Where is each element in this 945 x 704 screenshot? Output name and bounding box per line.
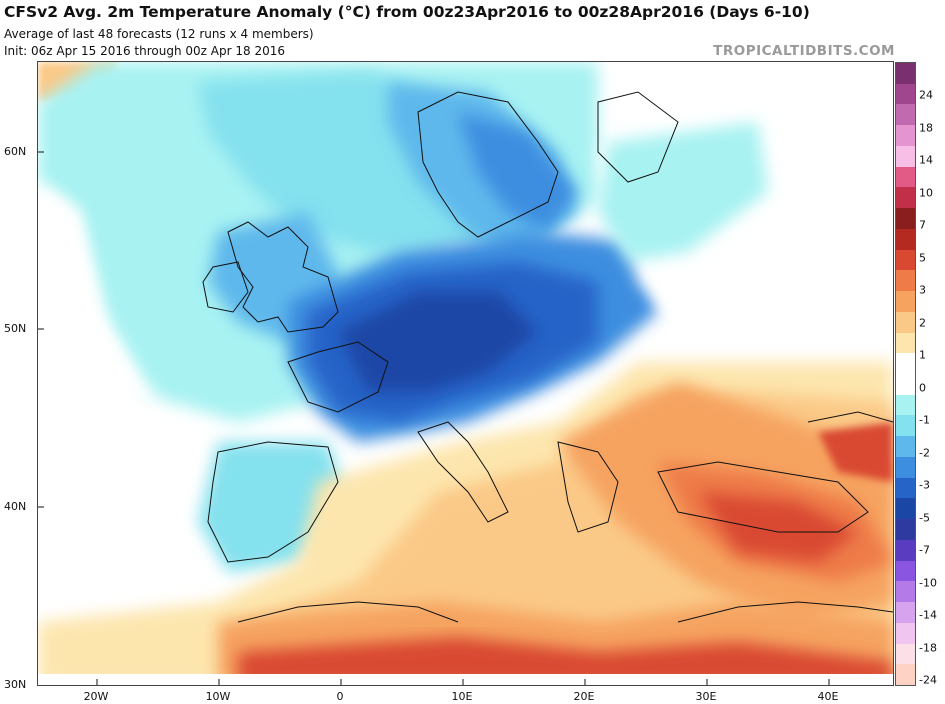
colorbar-segment xyxy=(896,63,915,85)
colorbar-label: -18 xyxy=(919,641,937,654)
colorbar-segment xyxy=(896,436,915,458)
lon-label-0: 0 xyxy=(336,690,344,703)
colorbar-label: 3 xyxy=(919,283,926,297)
colorbar-label: 18 xyxy=(919,121,933,134)
lat-label-60n: 60N xyxy=(4,145,27,158)
lon-label-10e: 10E xyxy=(451,690,473,703)
colorbar-segment xyxy=(896,311,915,334)
colorbar-segment xyxy=(896,145,915,168)
colorbar-segment xyxy=(896,415,915,437)
lon-label-20w: 20W xyxy=(83,690,109,703)
map-subtitle-init: Init: 06z Apr 15 2016 through 00z Apr 18… xyxy=(4,44,285,58)
colorbar-label: 24 xyxy=(919,88,933,102)
colorbar-segment xyxy=(896,643,915,665)
colorbar-segment xyxy=(896,539,915,562)
brand-watermark: TROPICALTIDBITS.COM xyxy=(713,43,895,59)
colorbar-segment xyxy=(896,353,915,375)
colorbar-segment xyxy=(896,560,915,582)
lat-label-50n: 50N xyxy=(4,322,27,335)
colorbar-label: -1 xyxy=(919,413,930,427)
colorbar-label: -2 xyxy=(919,446,930,459)
colorbar xyxy=(895,62,916,686)
colorbar-segment xyxy=(896,187,915,209)
colorbar-segment xyxy=(896,498,915,520)
lon-label-10w: 10W xyxy=(205,690,231,703)
colorbar-segment xyxy=(896,622,915,645)
colorbar-label: 14 xyxy=(919,153,933,167)
colorbar-segment xyxy=(896,228,915,251)
colorbar-label: 7 xyxy=(919,218,926,232)
colorbar-segment xyxy=(896,664,915,686)
colorbar-label: -10 xyxy=(919,576,937,589)
colorbar-label: 0 xyxy=(919,381,926,394)
colorbar-segment xyxy=(896,456,915,479)
colorbar-label: -5 xyxy=(919,511,930,524)
colorbar-label: -3 xyxy=(919,478,930,492)
colorbar-label: 10 xyxy=(919,186,933,199)
colorbar-segment xyxy=(896,208,915,230)
colorbar-segment xyxy=(896,125,915,147)
colorbar-segment xyxy=(896,602,915,624)
colorbar-segment xyxy=(896,332,915,354)
colorbar-segment xyxy=(896,519,915,541)
map-canvas xyxy=(38,62,893,685)
lon-label-40e: 40E xyxy=(817,690,839,703)
colorbar-label: 5 xyxy=(919,251,926,264)
map-title: CFSv2 Avg. 2m Temperature Anomaly (°C) f… xyxy=(4,3,810,21)
lon-label-20e: 20E xyxy=(573,690,595,703)
colorbar-segment xyxy=(896,270,915,292)
colorbar-label: -14 xyxy=(919,608,937,622)
colorbar-segment xyxy=(896,477,915,499)
colorbar-label: 2 xyxy=(919,316,926,329)
anomaly-field xyxy=(38,62,893,685)
colorbar-segment xyxy=(896,166,915,188)
lat-label-30n: 30N xyxy=(4,678,27,691)
lat-label-40n: 40N xyxy=(4,500,27,513)
colorbar-segment xyxy=(896,83,915,105)
colorbar-segment xyxy=(896,394,915,416)
colorbar-segment xyxy=(896,291,915,313)
map-subtitle-forecasts: Average of last 48 forecasts (12 runs x … xyxy=(4,27,314,41)
colorbar-label: 1 xyxy=(919,348,926,362)
colorbar-segment xyxy=(896,249,915,271)
lon-label-30e: 30E xyxy=(695,690,717,703)
colorbar-label: -7 xyxy=(919,543,930,557)
graticule xyxy=(38,151,830,685)
coastlines xyxy=(202,91,893,623)
colorbar-label: -24 xyxy=(919,673,937,687)
temperature-anomaly-map xyxy=(37,61,894,686)
colorbar-segment xyxy=(896,581,915,603)
colorbar-segment xyxy=(896,374,915,396)
colorbar-segment xyxy=(896,104,915,126)
